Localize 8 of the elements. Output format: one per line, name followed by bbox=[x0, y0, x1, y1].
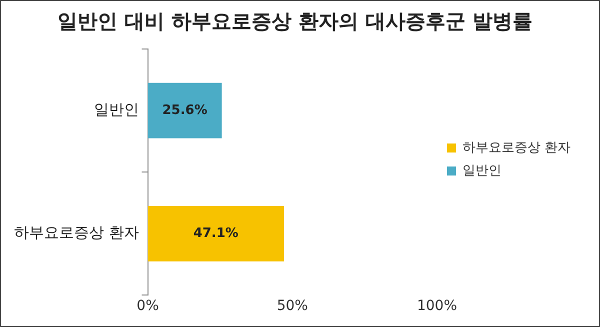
data-label: 47.1% bbox=[193, 226, 238, 242]
x-tick-label: 100% bbox=[416, 298, 458, 314]
legend-label: 하부요로증상 환자 bbox=[462, 140, 571, 156]
chart-title: 일반인 대비 하부요로증상 환자의 대사증후군 발병률 bbox=[58, 9, 532, 34]
x-tick-label: 0% bbox=[136, 298, 159, 314]
x-tick-label: 50% bbox=[276, 298, 308, 314]
data-label: 25.6% bbox=[162, 102, 208, 118]
legend-label: 일반인 bbox=[462, 163, 502, 178]
